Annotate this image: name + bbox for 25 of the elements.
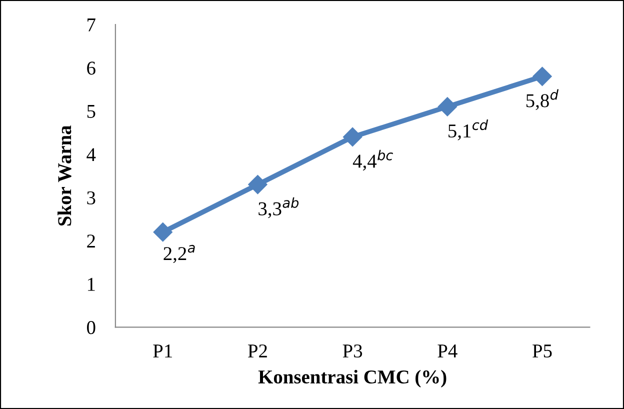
x-tick-label: P1: [153, 344, 172, 358]
y-tick-label: 6: [87, 62, 96, 75]
x-tick-label: P5: [532, 344, 552, 358]
x-tick-label: P3: [342, 344, 362, 358]
data-label: 2,2$^{a}$: [164, 244, 195, 263]
data-label: 5,1$^{cd}$: [448, 120, 488, 140]
y-tick-label: 2: [87, 234, 95, 248]
point: [438, 97, 457, 116]
y-tick-label: 0: [87, 321, 96, 334]
x-tick-label: P4: [438, 344, 458, 358]
data-label: 3,3$^{ab}$: [258, 197, 299, 218]
y-tick-label: 7: [88, 18, 96, 32]
y-tick-label: 4: [86, 148, 96, 161]
data-label: 4,4$^{bc}$: [352, 150, 393, 171]
point: [532, 66, 552, 86]
y-tick-label: 1: [88, 278, 95, 291]
x-tick-label: P2: [248, 344, 267, 358]
point: [343, 127, 362, 146]
data-label: 5,8$^{d}$: [526, 89, 559, 110]
point: [248, 174, 268, 194]
y-tick-label: 5: [87, 105, 96, 118]
y-tick-label: 3: [87, 191, 96, 204]
point: [153, 222, 172, 242]
x-axis-title: Konsentrasi CMC (%): [258, 370, 446, 388]
y-axis-title: Skor Warna: [58, 125, 72, 226]
